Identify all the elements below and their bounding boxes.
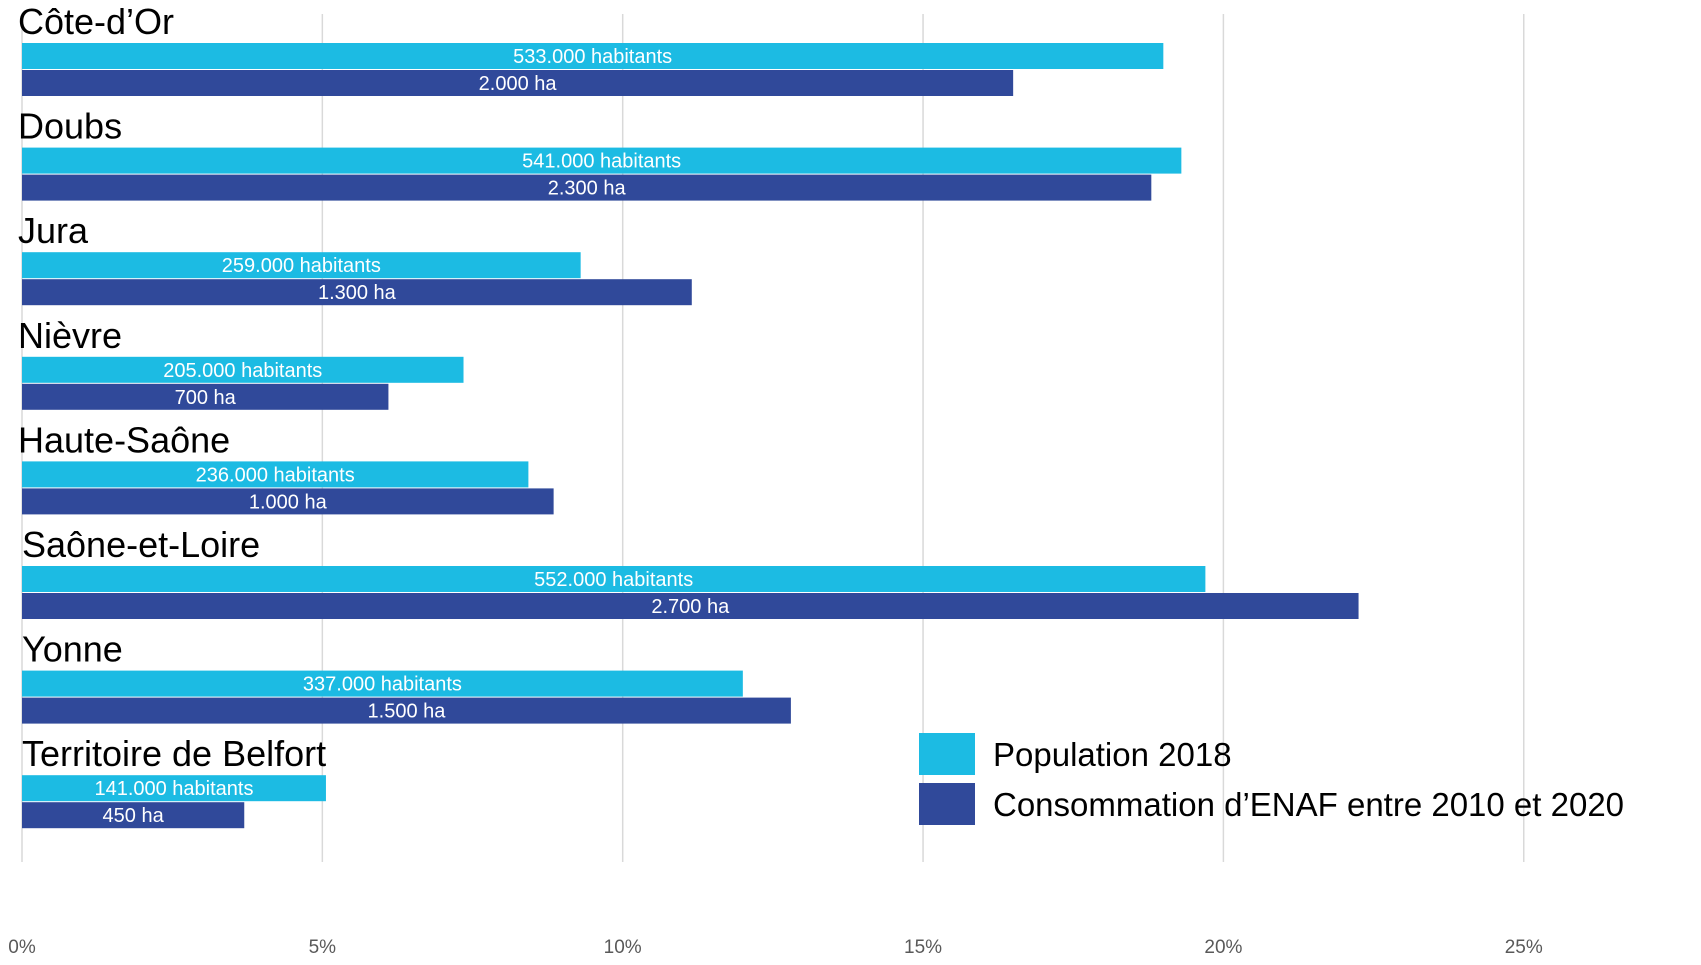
bar-enaf bbox=[22, 279, 692, 306]
legend-label: Consommation d’ENAF entre 2010 et 2020 bbox=[993, 786, 1624, 823]
category-label: Côte-d’Or bbox=[18, 1, 174, 42]
bar-population bbox=[22, 461, 529, 488]
category-labels: Côte-d’Or Doubs Jura Nièvre Haute-Saône Saône… bbox=[18, 1, 326, 774]
x-axis-ticks: 0% 5% 10% 15% 20% 25% bbox=[8, 937, 1543, 958]
legend: Population 2018 Consommation d’ENAF entre… bbox=[919, 733, 1624, 825]
bar-data-label: 541.000 habitants bbox=[522, 151, 681, 173]
bar-data-label: 205.000 habitants bbox=[163, 360, 322, 382]
bar-data-label: 337.000 habitants bbox=[303, 674, 462, 696]
bar-data-label: 533.000 habitants bbox=[513, 46, 672, 68]
bar-data-label: 259.000 habitants bbox=[222, 255, 381, 277]
bar-enaf bbox=[22, 488, 554, 515]
bar-enaf bbox=[22, 174, 1152, 201]
bar-data-label: 2.300 ha bbox=[548, 178, 627, 200]
x-tick-label: 0% bbox=[8, 937, 36, 958]
bar-data-label: 2.000 ha bbox=[479, 73, 558, 95]
bar-population bbox=[22, 252, 581, 279]
legend-swatch bbox=[919, 733, 975, 775]
category-label: Nièvre bbox=[18, 315, 122, 356]
category-label: Yonne bbox=[22, 629, 123, 670]
bar-data-label: 450 ha bbox=[103, 805, 165, 827]
legend-label: Population 2018 bbox=[993, 736, 1232, 773]
bar-population bbox=[22, 147, 1182, 174]
bar-enaf bbox=[22, 593, 1359, 619]
category-label: Saône-et-Loire bbox=[22, 524, 260, 565]
bar-enaf bbox=[22, 802, 245, 829]
bar-data-label: 1.000 ha bbox=[249, 491, 328, 513]
bar-data-label: 700 ha bbox=[175, 387, 237, 409]
bar-data-label: 1.300 ha bbox=[318, 282, 397, 304]
bar-population bbox=[22, 356, 464, 383]
bar-population bbox=[22, 43, 1164, 69]
category-label: Jura bbox=[18, 210, 89, 251]
bar-population bbox=[22, 670, 743, 697]
bar-enaf bbox=[22, 383, 389, 410]
bar-data-label: 141.000 habitants bbox=[94, 778, 253, 800]
x-tick-label: 20% bbox=[1204, 937, 1242, 958]
category-label: Haute-Saône bbox=[18, 419, 230, 460]
x-tick-label: 15% bbox=[904, 937, 942, 958]
bar-data-label: 2.700 ha bbox=[651, 596, 730, 618]
bar-data-label: 552.000 habitants bbox=[534, 569, 693, 591]
bar-data-label: 236.000 habitants bbox=[196, 464, 355, 486]
legend-swatch bbox=[919, 783, 975, 825]
category-label: Territoire de Belfort bbox=[22, 733, 326, 774]
x-tick-label: 25% bbox=[1505, 937, 1543, 958]
category-label: Doubs bbox=[18, 106, 122, 147]
x-tick-label: 10% bbox=[604, 937, 642, 958]
x-tick-label: 5% bbox=[309, 937, 337, 958]
bar-enaf bbox=[22, 697, 791, 724]
bar-population bbox=[22, 775, 326, 802]
bar-enaf bbox=[22, 70, 1014, 96]
bar-population bbox=[22, 566, 1206, 592]
bar-data-label: 1.500 ha bbox=[368, 701, 447, 723]
bars: 533.000 habitants 2.000 ha 541.000 habitan… bbox=[22, 43, 1359, 829]
